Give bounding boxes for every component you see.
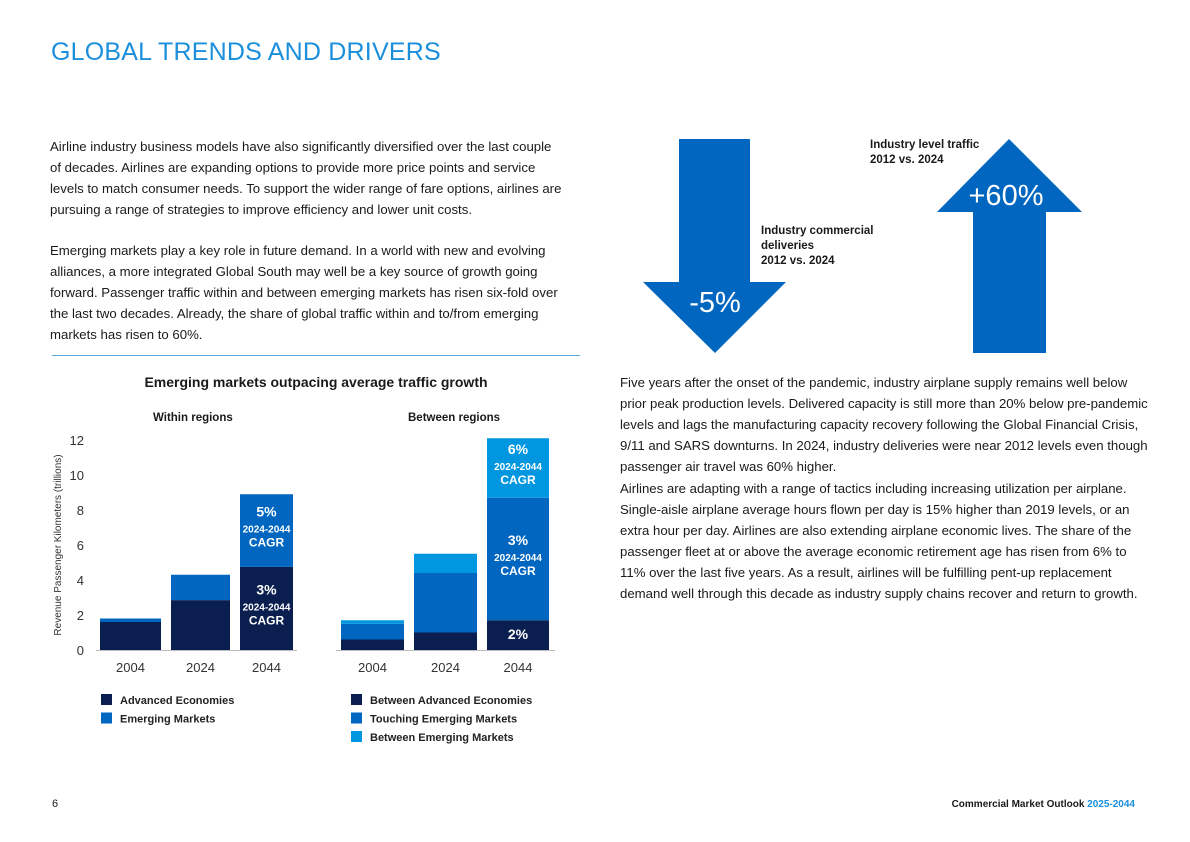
y-axis-label: Revenue Passenger Kilometers (trillions): [53, 454, 64, 635]
data-label: CAGR: [500, 473, 536, 487]
chart-subtitle-between: Between regions: [408, 412, 501, 424]
publication-years: 2025-2044: [1087, 799, 1135, 810]
x-tick-label: 2004: [116, 660, 145, 675]
down-arrow-value: -5%: [689, 287, 741, 319]
bar-segment: [171, 574, 230, 601]
deliveries-label-line: 2012 vs. 2024: [761, 255, 835, 267]
legend-label: Touching Emerging Markets: [370, 714, 517, 726]
chart-subtitle-within: Within regions: [153, 412, 233, 424]
bar-segment: [341, 639, 404, 650]
right-paragraph-1: Five years after the onset of the pandem…: [620, 375, 1148, 474]
left-paragraph-2: Emerging markets play a key role in futu…: [50, 243, 558, 342]
legend-swatch: [351, 731, 362, 742]
legend-swatch: [351, 694, 362, 705]
y-tick-label: 8: [77, 503, 84, 518]
deliveries-label-line: deliveries: [761, 240, 815, 252]
x-tick-label: 2024: [431, 660, 460, 675]
y-tick-label: 6: [77, 538, 84, 553]
data-label: 2024-2044: [494, 462, 542, 473]
legend-label: Between Emerging Markets: [370, 732, 514, 744]
up-arrow-value: +60%: [969, 180, 1044, 212]
bar-segment: [414, 553, 477, 573]
legend-swatch: [101, 694, 112, 705]
data-label: 6%: [508, 441, 529, 457]
traffic-label-line: 2012 vs. 2024: [870, 154, 944, 166]
traffic-label: Industry level traffic 2012 vs. 2024: [870, 138, 979, 168]
bar-segment: [100, 622, 161, 650]
data-label: 2024-2044: [243, 525, 291, 536]
data-label: 3%: [256, 581, 277, 597]
traffic-label-line: Industry level traffic: [870, 139, 980, 151]
publication-name: Commercial Market Outlook: [951, 799, 1085, 810]
bar-segment: [240, 494, 293, 567]
data-label: CAGR: [249, 613, 285, 627]
up-arrow-icon: [937, 139, 1082, 353]
page-number: 6: [52, 798, 59, 810]
y-tick-label: 12: [70, 433, 84, 448]
data-label: 2024-2044: [243, 602, 291, 613]
bar-segment: [414, 573, 477, 633]
left-paragraph-1: Airline industry business models have al…: [50, 139, 562, 217]
data-label: CAGR: [249, 536, 285, 550]
legend-label: Emerging Markets: [120, 714, 215, 726]
right-paragraph-2: Airlines are adapting with a range of ta…: [620, 481, 1138, 601]
section-divider: [52, 355, 580, 356]
y-tick-label: 2: [77, 608, 84, 623]
data-label: 5%: [256, 504, 277, 520]
bar-segment: [341, 623, 404, 640]
bar-segment: [487, 438, 549, 498]
bar-segment: [100, 618, 161, 622]
x-tick-label: 2024: [186, 660, 215, 675]
bar-segment: [171, 600, 230, 650]
page-title: GLOBAL TRENDS AND DRIVERS: [51, 38, 441, 66]
deliveries-label: Industry commercial deliveries 2012 vs. …: [761, 224, 873, 269]
chart-title: Emerging markets outpacing average traff…: [144, 374, 488, 390]
legend-label: Between Advanced Economies: [370, 695, 532, 707]
bar-segment: [240, 566, 293, 650]
bar-segment: [487, 497, 549, 621]
bar-segment: [341, 620, 404, 624]
deliveries-label-line: Industry commercial: [761, 225, 874, 237]
y-tick-label: 4: [77, 573, 84, 588]
y-tick-label: 0: [77, 643, 84, 658]
bar-segment: [487, 620, 549, 650]
x-tick-label: 2004: [358, 660, 387, 675]
data-label: 2%: [508, 626, 529, 642]
bar-segment: [414, 632, 477, 650]
data-label: CAGR: [500, 564, 536, 578]
legend-swatch: [101, 712, 112, 724]
footer-publication: Commercial Market Outlook 2025-2044: [952, 799, 1135, 810]
data-label: 2024-2044: [494, 553, 542, 564]
legend-swatch: [351, 712, 362, 724]
x-tick-label: 2044: [504, 660, 533, 675]
legend-label: Advanced Economies: [120, 695, 234, 707]
data-label: 3%: [508, 532, 529, 548]
x-tick-label: 2044: [252, 660, 281, 675]
y-tick-label: 10: [70, 468, 84, 483]
